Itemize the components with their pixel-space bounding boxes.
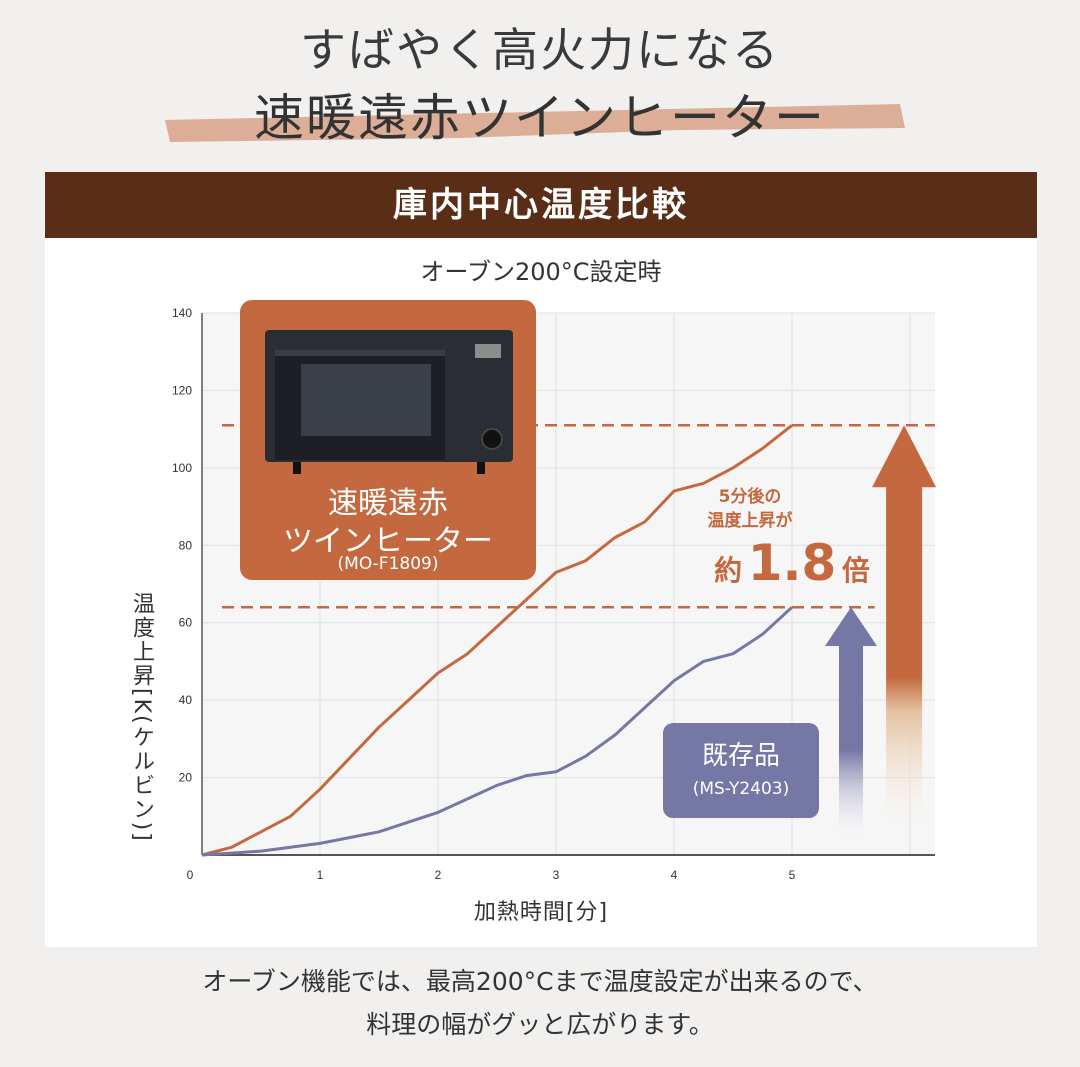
arrow-new-rise (872, 425, 937, 845)
brush-stroke-decoration (165, 104, 905, 142)
x-tick-label: 3 (553, 868, 560, 882)
series-line-new (201, 424, 793, 857)
y-tick-label: 40 (179, 693, 193, 707)
ratio-suffix: 倍 (841, 554, 870, 587)
new-product-name-line1: 速暖遠赤 (328, 486, 448, 521)
annotation-line1: 5分後の (718, 487, 782, 507)
y-tick-label: 100 (172, 461, 192, 475)
x-tick-label: 4 (671, 868, 678, 882)
footer-line1: オーブン機能では、最高200°Cまで温度設定が出来るので、 (202, 967, 878, 996)
x-tick-label: 2 (435, 868, 442, 882)
x-tick-label: 1 (317, 868, 324, 882)
chart-banner: 庫内中心温度比較 (45, 172, 1037, 238)
new-product-model: (MO-F1809) (337, 554, 439, 574)
x-tick-label: 5 (789, 868, 796, 882)
line-chart: 20 40 60 80 100 120 140 0 1 2 3 4 5 (172, 306, 937, 882)
ratio-annotation: 約 1.8 倍 (697, 534, 887, 592)
series-line-old (201, 606, 794, 857)
footer-line2: 料理の幅がグッと広がります。 (366, 1010, 714, 1039)
headline-line2: 速暖遠赤ツインヒーター (254, 89, 826, 147)
y-axis-label: 温度上昇[K(ケルビン)] (129, 592, 154, 843)
oven-image (265, 330, 513, 474)
annotation-line2: 温度上昇が (707, 511, 793, 531)
chart-panel: 庫内中心温度比較 オーブン200°C設定時 20 40 60 80 100 120 140 0… (45, 172, 1037, 947)
y-tick-label: 140 (172, 306, 192, 320)
new-product-name-line2: ツインヒーター (283, 524, 493, 559)
old-product-name: 既存品 (701, 741, 780, 771)
x-tick-label: 0 (187, 868, 194, 882)
arrow-old-rise (825, 607, 877, 845)
old-product-model: (MS-Y2403) (692, 779, 790, 799)
ratio-value: 1.8 (747, 534, 837, 592)
y-tick-label: 80 (179, 538, 193, 552)
y-tick-label: 120 (172, 383, 192, 397)
new-product-label-box: 速暖遠赤 ツインヒーター (MO-F1809) (240, 300, 536, 580)
ratio-prefix: 約 (714, 554, 743, 587)
headline-line1: すばやく高火力になる (300, 23, 780, 77)
old-product-label-box: 既存品 (MS-Y2403) (663, 723, 819, 818)
y-tick-label: 20 (179, 771, 193, 785)
y-tick-label: 60 (179, 616, 193, 630)
x-axis-label: 加熱時間[分] (473, 900, 609, 925)
chart-subtitle: オーブン200°C設定時 (420, 258, 662, 286)
